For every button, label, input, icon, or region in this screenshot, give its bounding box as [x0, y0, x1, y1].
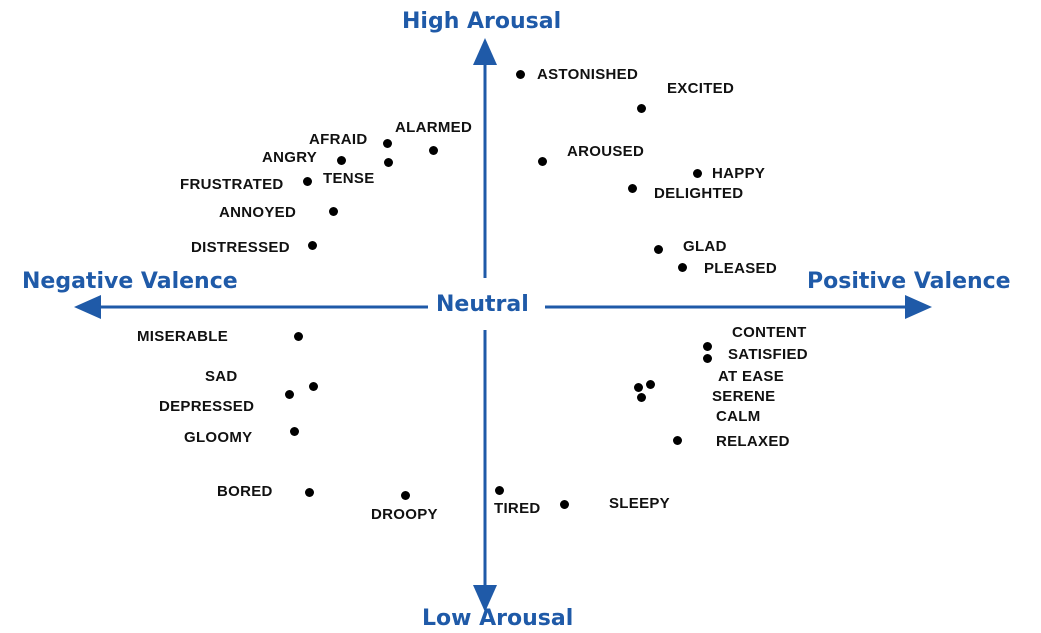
relaxed-label: RELAXED: [716, 433, 790, 450]
depressed-label: DEPRESSED: [159, 398, 255, 415]
astonished-label: ASTONISHED: [537, 66, 639, 83]
tired-dot: [495, 486, 504, 495]
bored-dot: [305, 488, 314, 497]
tense-dot: [384, 158, 393, 167]
annoyed-label: ANNOYED: [219, 204, 297, 221]
satisfied-label: SATISFIED: [728, 346, 808, 363]
miserable-dot: [294, 332, 303, 341]
distressed-dot: [308, 241, 317, 250]
excited-dot: [637, 104, 646, 113]
positive-valence-label: Positive Valence: [807, 269, 1011, 294]
angry-dot: [337, 156, 346, 165]
relaxed-dot: [673, 436, 682, 445]
pleased-label: PLEASED: [704, 260, 777, 277]
angry-label: ANGRY: [262, 149, 318, 166]
neutral-label: Neutral: [430, 294, 535, 316]
annoyed-dot: [329, 207, 338, 216]
glad-label: GLAD: [683, 238, 727, 255]
high-arousal-label: High Arousal: [402, 9, 562, 34]
alarmed-label: ALARMED: [395, 119, 473, 136]
low-arousal-label: Low Arousal: [422, 606, 574, 631]
distressed-label: DISTRESSED: [191, 239, 290, 256]
depressed-dot: [285, 390, 294, 399]
droopy-label: DROOPY: [371, 506, 438, 523]
aroused-dot: [538, 157, 547, 166]
delighted-label: DELIGHTED: [654, 185, 744, 202]
sad-dot: [309, 382, 318, 391]
serene-dot: [634, 383, 643, 392]
at-ease-label: AT EASE: [718, 368, 784, 385]
frustrated-dot: [303, 177, 312, 186]
afraid-dot: [383, 139, 392, 148]
satisfied-dot: [703, 354, 712, 363]
content-label: CONTENT: [732, 324, 807, 341]
negative-valence-label: Negative Valence: [22, 269, 238, 294]
tired-label: TIRED: [494, 500, 541, 517]
at-ease-dot: [646, 380, 655, 389]
sad-label: SAD: [205, 368, 238, 385]
frustrated-label: FRUSTRATED: [180, 176, 284, 193]
calm-dot: [637, 393, 646, 402]
aroused-label: AROUSED: [567, 143, 645, 160]
alarmed-dot: [429, 146, 438, 155]
serene-label: SERENE: [712, 388, 776, 405]
calm-label: CALM: [716, 408, 761, 425]
droopy-dot: [401, 491, 410, 500]
delighted-dot: [628, 184, 637, 193]
miserable-label: MISERABLE: [137, 328, 229, 345]
tense-label: TENSE: [323, 170, 375, 187]
afraid-label: AFRAID: [309, 131, 368, 148]
sleepy-label: SLEEPY: [609, 495, 670, 512]
happy-label: HAPPY: [712, 165, 766, 182]
bored-label: BORED: [217, 483, 273, 500]
excited-label: EXCITED: [667, 80, 735, 97]
gloomy-dot: [290, 427, 299, 436]
gloomy-label: GLOOMY: [184, 429, 253, 446]
astonished-dot: [516, 70, 525, 79]
happy-dot: [693, 169, 702, 178]
pleased-dot: [678, 263, 687, 272]
sleepy-dot: [560, 500, 569, 509]
content-dot: [703, 342, 712, 351]
glad-dot: [654, 245, 663, 254]
